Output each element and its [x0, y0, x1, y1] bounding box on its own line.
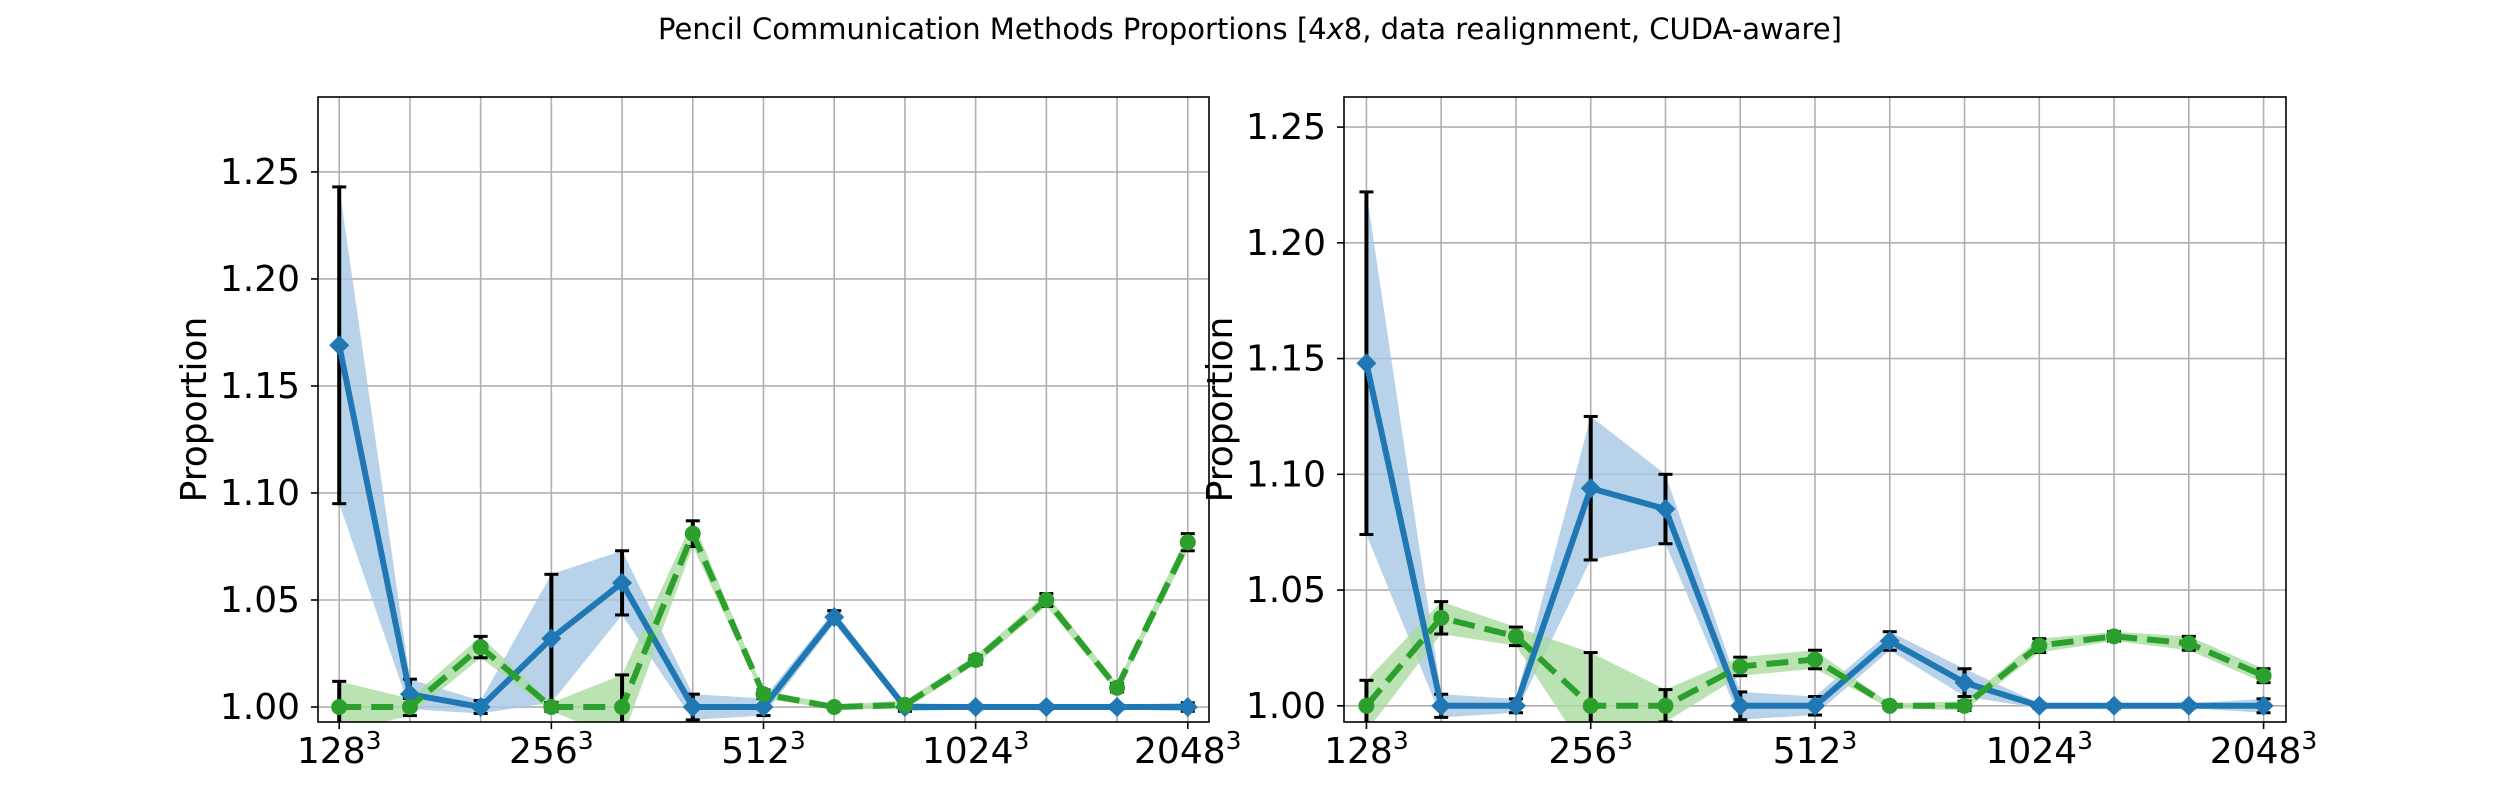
x-tick-exponent: 3: [1014, 726, 1030, 755]
data-point: [824, 607, 845, 628]
y-tick-label: 1.00: [220, 687, 300, 728]
data-layer: [1356, 190, 2274, 722]
data-point: [1805, 695, 1825, 716]
y-tick-label: 1.05: [1246, 570, 1326, 611]
data-point: [1038, 591, 1055, 608]
x-tick-exponent: 3: [1841, 726, 1857, 755]
y-tick-label: 1.00: [1246, 686, 1326, 727]
data-point: [1879, 630, 1900, 651]
data-point: [1582, 697, 1599, 714]
data-point: [1807, 651, 1823, 668]
plot-panel-1: 1.00 1.05 1.10 1.15 1.20 1.25 1283 2563 5123 1024…: [174, 96, 1242, 772]
y-tick-label: 1.20: [220, 259, 300, 300]
data-point: [1655, 499, 1676, 520]
y-tick-label: 1.10: [220, 473, 300, 514]
data-point: [2255, 667, 2272, 684]
data-point: [826, 699, 843, 716]
data-point: [1730, 695, 1751, 716]
chart-title-part2: 8, data realignment, CUDA-aware]: [1343, 12, 1842, 46]
data-point: [2104, 695, 2125, 716]
x-tick-exponent: 3: [366, 726, 382, 755]
data-point: [1036, 697, 1057, 718]
data-point: [2029, 695, 2050, 716]
x-tick-label: 2563: [1548, 726, 1633, 772]
data-layer: [329, 185, 1198, 722]
data-point: [682, 697, 703, 718]
data-point: [472, 639, 489, 656]
data-point: [2178, 695, 2199, 716]
data-point: [1179, 534, 1196, 551]
chart-title-part1: Pencil Communication Methods Proportions…: [658, 12, 1327, 46]
data-point: [541, 628, 562, 649]
data-point: [1109, 679, 1126, 696]
x-tick-exponent: 3: [1226, 726, 1242, 755]
data-point: [614, 699, 631, 716]
x-tick-label: 10243: [922, 726, 1030, 772]
data-point: [753, 697, 774, 718]
grid: [318, 97, 1209, 722]
data-point: [612, 572, 633, 593]
x-tick-label: 1283: [297, 726, 382, 772]
data-point: [2106, 628, 2123, 645]
x-tick-exponent: 3: [790, 726, 806, 755]
data-point: [2180, 635, 2197, 652]
x-tick-label: 5123: [721, 726, 806, 772]
y-axis-label: Proportion: [174, 317, 215, 503]
data-point: [755, 686, 772, 703]
y-tick-label: 1.10: [1246, 454, 1326, 495]
data-point: [329, 335, 350, 356]
x-tick-label: 1283: [1324, 726, 1409, 772]
data-point: [1956, 697, 1973, 714]
x-tick-exponent: 3: [1617, 726, 1633, 755]
data-point: [967, 651, 984, 668]
y-tick-label: 1.05: [220, 580, 300, 621]
y-tick-label: 1.15: [1246, 339, 1326, 380]
data-point: [1657, 697, 1674, 714]
x-tick-exponent: 3: [1393, 726, 1409, 755]
y-tick-label: 1.25: [1246, 107, 1326, 148]
data-point: [1356, 353, 1377, 374]
data-point: [1358, 697, 1375, 714]
data-point: [965, 697, 986, 718]
data-point: [1954, 672, 1975, 693]
data-point: [1107, 697, 1128, 718]
data-point: [2031, 637, 2048, 654]
data-point: [470, 697, 491, 718]
x-tick-label: 5123: [1773, 726, 1858, 772]
data-point: [1431, 695, 1452, 716]
chart-title: Pencil Communication Methods Proportions…: [0, 12, 2500, 46]
data-point: [1505, 695, 1526, 716]
data-point: [1177, 697, 1198, 718]
plot-panel-2: 1.00 1.05 1.10 1.15 1.20 1.25 1283 2563 5123 1024…: [1200, 96, 2318, 772]
data-point: [543, 699, 560, 716]
data-point: [1881, 697, 1898, 714]
chart-title-italic: x: [1326, 12, 1344, 46]
x-tick-label: 20483: [1134, 726, 1242, 772]
data-point: [1433, 609, 1450, 626]
y-tick-label: 1.25: [220, 152, 300, 193]
x-tick-exponent: 3: [2077, 726, 2093, 755]
x-tick-label: 2563: [509, 726, 594, 772]
y-tick-label: 1.20: [1246, 223, 1326, 264]
data-point: [401, 699, 418, 716]
data-point: [1580, 478, 1601, 499]
data-point: [896, 696, 913, 713]
y-axis-label: Proportion: [1200, 317, 1241, 503]
x-tick-label: 10243: [1986, 726, 2094, 772]
x-tick-exponent: 3: [578, 726, 594, 755]
data-point: [331, 699, 348, 716]
x-tick-exponent: 3: [2301, 726, 2317, 755]
data-point: [1732, 658, 1749, 675]
data-point: [1507, 628, 1524, 645]
x-tick-label: 20483: [2210, 726, 2318, 772]
data-point: [2253, 695, 2274, 716]
data-point: [684, 525, 701, 542]
y-tick-label: 1.15: [220, 366, 300, 407]
